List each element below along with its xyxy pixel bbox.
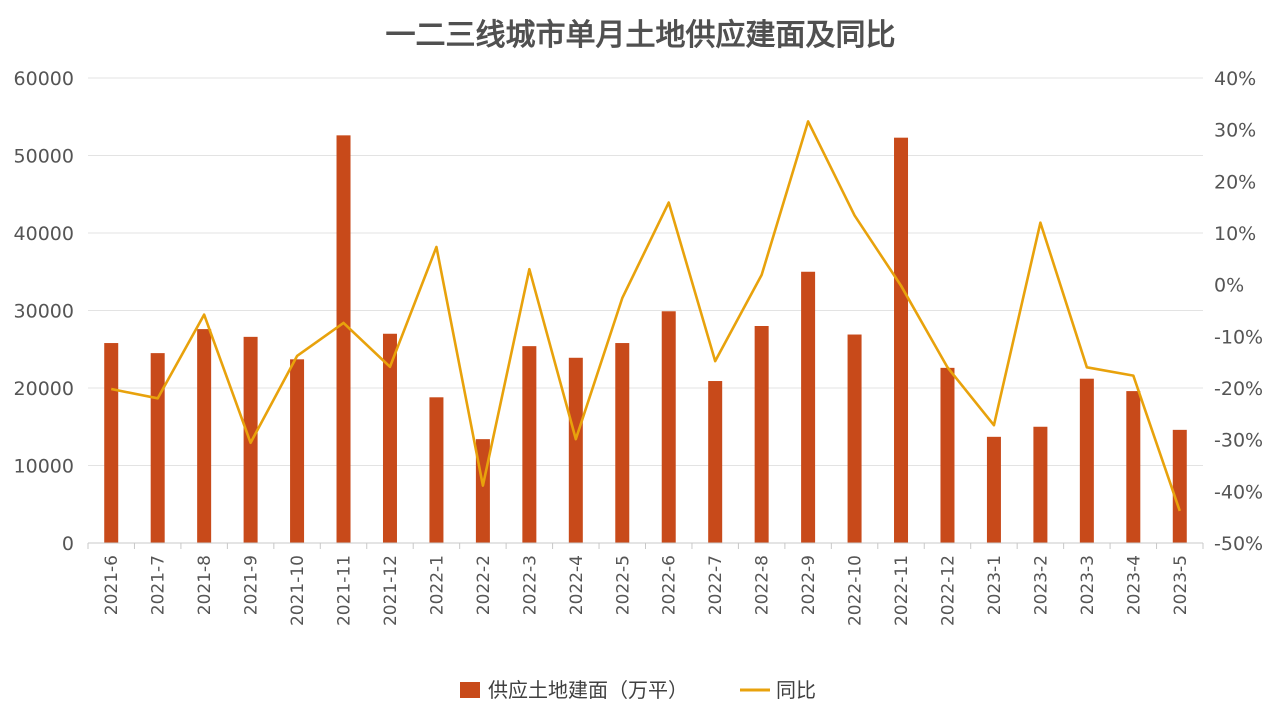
- bar: [197, 329, 212, 543]
- legend-label-line: 同比: [776, 678, 816, 702]
- line-series: [110, 120, 1182, 512]
- x-tick-label: 2023-4: [1124, 555, 1144, 615]
- x-tick-label: 2022-10: [846, 555, 866, 626]
- x-tick-label: 2021-6: [102, 555, 122, 615]
- y-right-tick-label: -20%: [1214, 378, 1263, 400]
- axes: 0 10000 20000 30000 40000 50000 60000 -50% -40% -…: [14, 68, 1264, 626]
- x-tick-label: 2022-3: [520, 555, 540, 615]
- y-right-tick-label: -50%: [1214, 533, 1263, 555]
- bar: [290, 359, 305, 543]
- bar: [615, 343, 630, 543]
- x-tick-label: 2022-2: [474, 555, 494, 615]
- bar: [754, 326, 769, 543]
- x-tick-label: 2022-4: [567, 555, 587, 615]
- y-right-tick-label: 40%: [1214, 68, 1256, 90]
- x-tick-label: 2021-8: [195, 555, 215, 615]
- bar: [150, 353, 165, 543]
- y-left-tick-label: 40000: [14, 223, 74, 245]
- bar: [1126, 391, 1141, 543]
- x-tick-label: 2022-12: [938, 555, 958, 626]
- bar: [568, 357, 583, 543]
- y-left-tick-label: 30000: [14, 301, 74, 323]
- y-right-tick-label: 30%: [1214, 120, 1256, 142]
- y-left-tick-label: 0: [62, 533, 74, 555]
- bar: [1172, 429, 1187, 543]
- x-tick-label: 2023-1: [985, 555, 1005, 615]
- bar: [940, 367, 955, 543]
- x-tick-label: 2022-5: [613, 555, 633, 615]
- bar: [104, 343, 119, 543]
- y-left-tick-label: 50000: [14, 146, 74, 168]
- y-right-tick-label: 20%: [1214, 171, 1256, 193]
- x-tick-label: 2023-5: [1171, 555, 1191, 615]
- bar: [894, 137, 909, 544]
- bar: [801, 271, 816, 543]
- bar: [986, 436, 1001, 543]
- bar: [708, 381, 723, 543]
- bar: [522, 346, 537, 543]
- x-tick-label: 2022-6: [660, 555, 680, 615]
- legend-swatch-bars: [460, 682, 480, 698]
- y-left-tick-label: 20000: [14, 378, 74, 400]
- bar: [336, 135, 351, 543]
- legend: 供应土地建面（万平） 同比: [460, 678, 816, 702]
- x-tick-label: 2022-11: [892, 555, 912, 626]
- y-left-tick-label: 60000: [14, 68, 74, 90]
- bar: [382, 333, 397, 543]
- chart-title: 一二三线城市单月土地供应建面及同比: [385, 18, 896, 53]
- y-right-tick-label: -40%: [1214, 481, 1263, 503]
- bar: [1079, 378, 1094, 543]
- y-right-tick-label: -10%: [1214, 326, 1263, 348]
- y-left-tick-label: 10000: [14, 456, 74, 478]
- bar: [661, 311, 676, 543]
- bar-series: [104, 135, 1187, 544]
- x-tick-label: 2022-8: [753, 555, 773, 615]
- y-right-tick-label: -30%: [1214, 430, 1263, 452]
- x-tick-label: 2021-7: [149, 555, 169, 615]
- bar: [847, 334, 862, 543]
- x-tick-label: 2021-9: [242, 555, 262, 615]
- x-tick-label: 2022-7: [706, 555, 726, 615]
- x-tick-label: 2021-12: [381, 555, 401, 626]
- y-right-tick-label: 10%: [1214, 223, 1256, 245]
- x-tick-label: 2023-2: [1031, 555, 1051, 615]
- legend-label-bars: 供应土地建面（万平）: [488, 678, 688, 702]
- x-tick-label: 2023-3: [1078, 555, 1098, 615]
- x-tick-label: 2021-11: [335, 555, 355, 626]
- x-tick-label: 2022-1: [427, 555, 447, 615]
- y-right-tick-label: 0%: [1214, 275, 1244, 297]
- bar: [1033, 426, 1048, 543]
- bar: [429, 397, 444, 543]
- x-tick-label: 2022-9: [799, 555, 819, 615]
- yoy-line: [110, 120, 1182, 512]
- x-tick-label: 2021-10: [288, 555, 308, 626]
